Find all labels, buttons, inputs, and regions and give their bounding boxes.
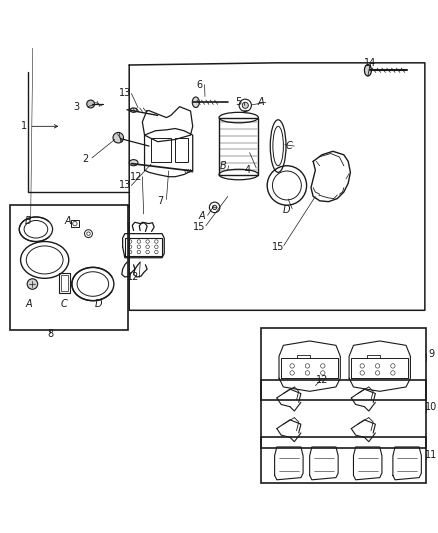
Text: A: A	[25, 298, 32, 309]
Bar	[151, 138, 171, 162]
Text: 3: 3	[74, 102, 80, 111]
Text: 4: 4	[244, 165, 251, 175]
Text: C: C	[60, 298, 67, 309]
Text: A: A	[64, 215, 71, 225]
Text: 13: 13	[119, 181, 131, 190]
Bar	[10, 205, 128, 330]
Text: 2: 2	[82, 154, 88, 164]
Text: A: A	[257, 97, 264, 107]
Bar	[59, 273, 70, 293]
Text: 6: 6	[196, 80, 202, 90]
Bar	[261, 328, 426, 400]
Text: 1: 1	[21, 122, 27, 131]
Text: 5: 5	[236, 97, 242, 107]
Text: 11: 11	[425, 450, 438, 460]
Circle shape	[113, 133, 124, 143]
Ellipse shape	[364, 64, 371, 76]
Text: 13: 13	[119, 88, 131, 99]
Circle shape	[27, 279, 38, 289]
Text: 15: 15	[272, 242, 284, 252]
Text: D: D	[95, 298, 102, 309]
Bar	[261, 381, 426, 448]
Text: 12: 12	[130, 172, 142, 182]
Text: B: B	[25, 215, 32, 225]
Text: A: A	[198, 211, 205, 221]
Text: 9: 9	[428, 349, 434, 359]
Text: 14: 14	[364, 58, 376, 68]
Bar	[175, 138, 188, 162]
Bar	[261, 437, 426, 483]
Circle shape	[212, 205, 217, 209]
Text: 12: 12	[316, 375, 328, 385]
Text: 7: 7	[157, 196, 163, 206]
Bar	[61, 275, 68, 290]
Bar	[71, 220, 79, 227]
Ellipse shape	[130, 108, 137, 112]
Text: B: B	[220, 161, 227, 171]
Circle shape	[87, 100, 95, 108]
Text: 10: 10	[425, 402, 438, 411]
Text: C: C	[286, 141, 293, 151]
Text: 8: 8	[47, 329, 53, 340]
Bar	[219, 118, 258, 174]
Text: 15: 15	[193, 222, 205, 232]
Ellipse shape	[129, 159, 138, 166]
Circle shape	[242, 102, 248, 108]
Text: 12: 12	[127, 272, 140, 282]
Text: D: D	[283, 205, 291, 215]
Ellipse shape	[192, 97, 199, 108]
